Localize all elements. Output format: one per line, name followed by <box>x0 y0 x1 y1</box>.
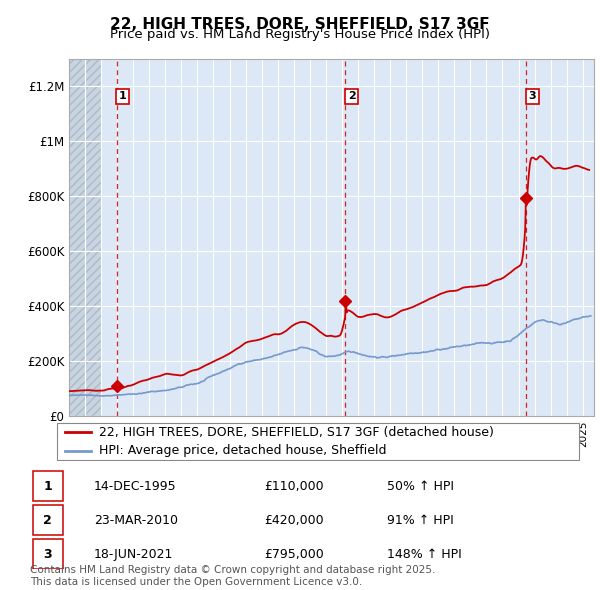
Bar <box>69 59 101 416</box>
Text: 148% ↑ HPI: 148% ↑ HPI <box>387 548 462 562</box>
Text: 1: 1 <box>43 480 52 493</box>
Text: 22, HIGH TREES, DORE, SHEFFIELD, S17 3GF (detached house): 22, HIGH TREES, DORE, SHEFFIELD, S17 3GF… <box>99 425 494 438</box>
Text: £110,000: £110,000 <box>265 480 324 493</box>
FancyBboxPatch shape <box>56 423 580 460</box>
Text: Price paid vs. HM Land Registry's House Price Index (HPI): Price paid vs. HM Land Registry's House … <box>110 28 490 41</box>
Text: 2: 2 <box>43 514 52 527</box>
Text: 3: 3 <box>529 91 536 101</box>
FancyBboxPatch shape <box>33 505 64 535</box>
Text: £420,000: £420,000 <box>265 514 324 527</box>
Text: 3: 3 <box>44 548 52 562</box>
Text: £795,000: £795,000 <box>265 548 324 562</box>
Text: 50% ↑ HPI: 50% ↑ HPI <box>387 480 454 493</box>
Text: HPI: Average price, detached house, Sheffield: HPI: Average price, detached house, Shef… <box>99 444 386 457</box>
Text: 14-DEC-1995: 14-DEC-1995 <box>94 480 177 493</box>
FancyBboxPatch shape <box>33 539 64 569</box>
Text: Contains HM Land Registry data © Crown copyright and database right 2025.
This d: Contains HM Land Registry data © Crown c… <box>30 565 436 587</box>
Text: 1: 1 <box>119 91 127 101</box>
Text: 22, HIGH TREES, DORE, SHEFFIELD, S17 3GF: 22, HIGH TREES, DORE, SHEFFIELD, S17 3GF <box>110 17 490 31</box>
Text: 91% ↑ HPI: 91% ↑ HPI <box>387 514 454 527</box>
FancyBboxPatch shape <box>33 471 64 502</box>
Text: 18-JUN-2021: 18-JUN-2021 <box>94 548 173 562</box>
Text: 23-MAR-2010: 23-MAR-2010 <box>94 514 178 527</box>
Text: 2: 2 <box>348 91 356 101</box>
